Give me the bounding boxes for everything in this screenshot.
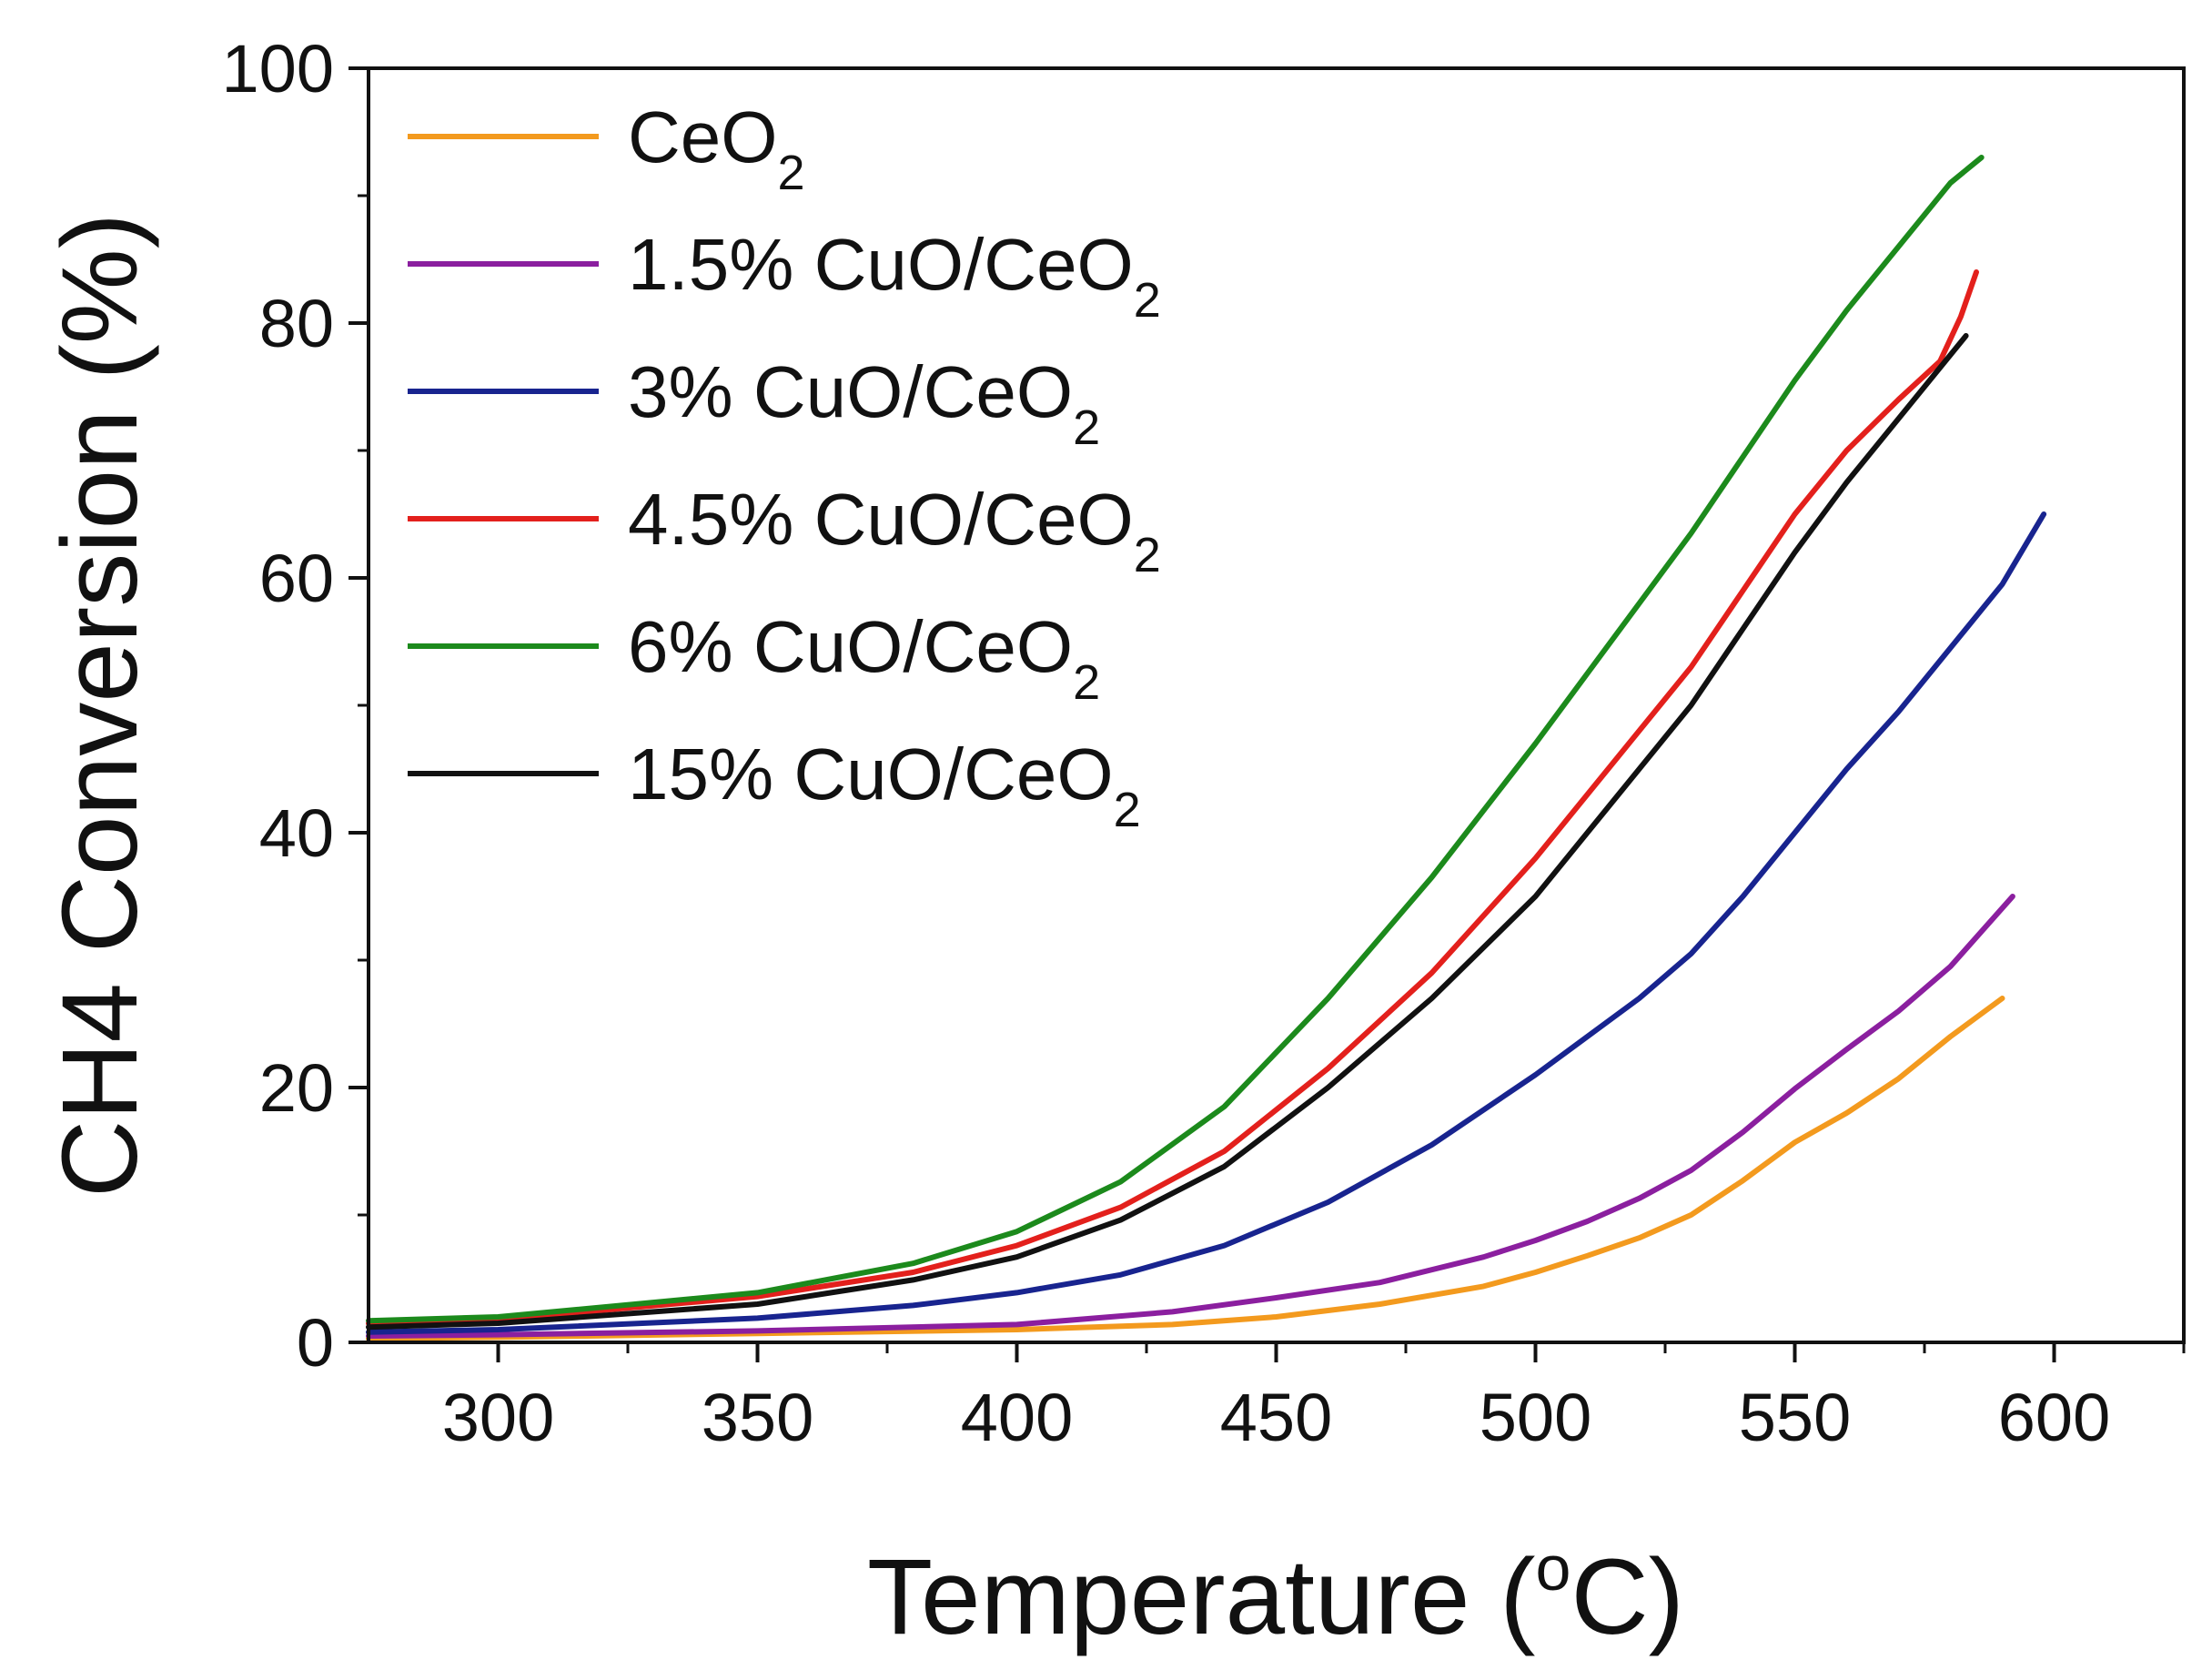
series-line-4 [366, 155, 1985, 1324]
legend-label-5: 15% CuO/CeO2 [628, 734, 1141, 837]
series-line-2 [366, 511, 2047, 1335]
series-lines [366, 155, 2047, 1341]
y-axis-label: CH4 Conversion (%) [40, 213, 160, 1198]
legend-label-0: CeO2 [628, 96, 805, 200]
legend-label-1: 1.5% CuO/CeO2 [628, 224, 1161, 328]
series-line-0 [366, 996, 2005, 1341]
x-tick-label-0: 300 [442, 1380, 554, 1455]
y-tick-label-3: 60 [259, 541, 334, 616]
x-axis-label-main: Temperature ( [867, 1537, 1536, 1657]
series-line-1 [366, 894, 2015, 1339]
x-tick-label-3: 450 [1220, 1380, 1332, 1455]
series-line-5 [366, 333, 1969, 1331]
x-axis-label: Temperature (oC) [867, 1533, 1684, 1657]
y-tick-label-2: 40 [259, 795, 334, 871]
x-axis-label-unit: C) [1571, 1537, 1684, 1657]
y-tick-label-1: 20 [259, 1050, 334, 1126]
x-axis-label-degree: o [1536, 1533, 1571, 1604]
series-line-3 [366, 269, 1979, 1326]
legend-label-2: 3% CuO/CeO2 [628, 351, 1100, 455]
x-tick-label-6: 600 [1998, 1380, 2110, 1455]
y-tick-label-4: 80 [259, 286, 334, 361]
axis-ticks: 300 350 400 450 500 550 600 0 20 40 60 80 100 [222, 31, 2186, 1455]
y-tick-label-5: 100 [222, 31, 334, 106]
y-tick-label-0: 0 [297, 1305, 334, 1381]
x-tick-label-2: 400 [961, 1380, 1073, 1455]
x-tick-label-1: 350 [702, 1380, 813, 1455]
x-tick-label-4: 500 [1480, 1380, 1591, 1455]
legend: CeO2 1.5% CuO/CeO2 3% CuO/CeO2 4.5% CuO/CeO… [408, 96, 1161, 837]
x-tick-label-5: 550 [1739, 1380, 1851, 1455]
legend-label-3: 4.5% CuO/CeO2 [628, 479, 1161, 582]
legend-label-4: 6% CuO/CeO2 [628, 606, 1100, 710]
